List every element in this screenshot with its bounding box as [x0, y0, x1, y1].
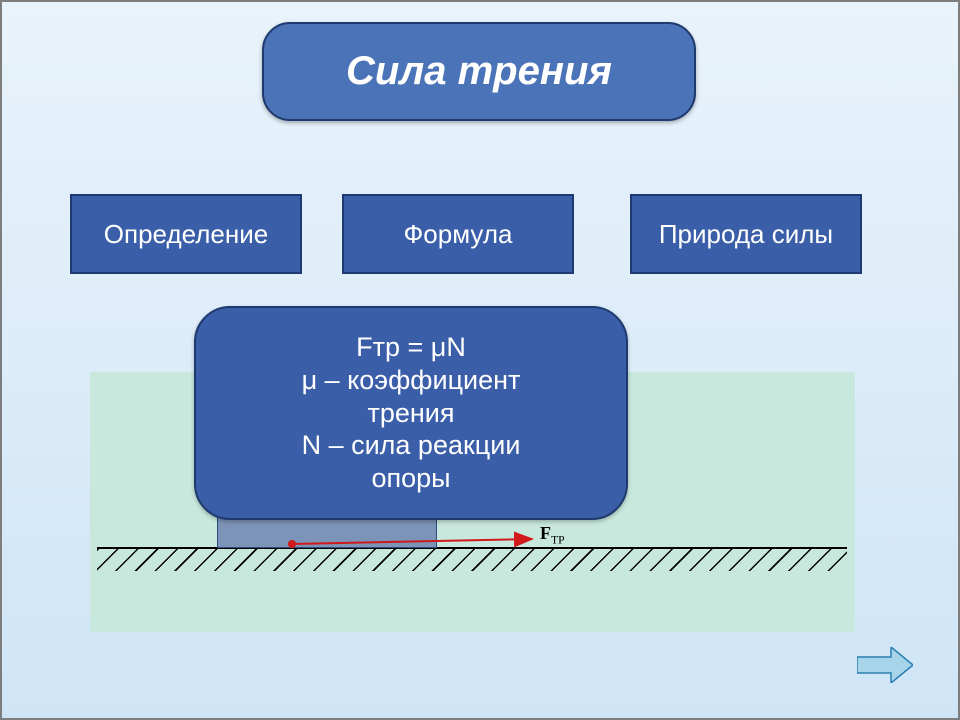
surface-hatching — [97, 549, 847, 571]
friction-force-label: FТР — [540, 523, 565, 547]
callout-line-1: Fтр = μN — [356, 331, 466, 364]
formula-callout: Fтр = μN μ – коэффициент трения N – сила… — [194, 306, 628, 520]
callout-line-3: трения — [367, 397, 454, 430]
nav-nature-label: Природа силы — [659, 220, 833, 249]
nav-nature-button[interactable]: Природа силы — [630, 194, 862, 274]
nav-definition-label: Определение — [104, 220, 268, 249]
nav-formula-button[interactable]: Формула — [342, 194, 574, 274]
callout-line-2: μ – коэффициент — [302, 364, 521, 397]
slide-title: Сила трения — [262, 22, 696, 121]
arrow-right-icon — [857, 647, 913, 683]
slide-title-text: Сила трения — [346, 49, 612, 94]
next-arrow-button[interactable] — [857, 647, 913, 683]
slide: Сила трения Определение Формула Природа … — [0, 0, 960, 720]
nav-definition-button[interactable]: Определение — [70, 194, 302, 274]
callout-line-4: N – сила реакции — [302, 429, 521, 462]
callout-line-5: опоры — [371, 462, 450, 495]
nav-formula-label: Формула — [404, 220, 513, 249]
surface — [97, 547, 847, 573]
